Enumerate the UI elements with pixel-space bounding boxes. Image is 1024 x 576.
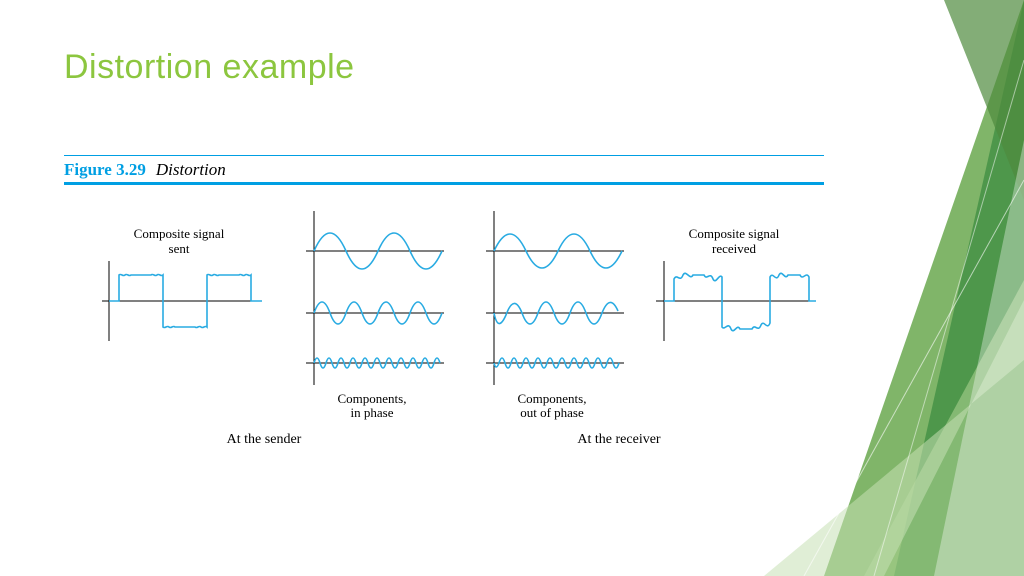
figure-rule-bottom [64, 182, 824, 185]
components-in-phase-group: Components, in phase [306, 211, 444, 420]
composite-received-wave [664, 273, 816, 330]
components-out-phase-label-1: Components, [518, 391, 587, 406]
composite-received-label-l2: received [712, 241, 757, 256]
composite-received-label-l1: Composite signal [689, 226, 780, 241]
composite-received-group: Composite signal received [656, 226, 816, 341]
figure-caption: Distortion [156, 160, 226, 180]
components-in-phase-label-1: Components, [338, 391, 407, 406]
components-out-phase-group: Components, out of phase [486, 211, 624, 420]
composite-sent-label-l1: Composite signal [134, 226, 225, 241]
distortion-diagram: Composite signal sent Components, in pha… [64, 203, 824, 463]
figure-header: Figure 3.29 Distortion [64, 156, 824, 182]
composite-sent-group: Composite signal sent [102, 226, 262, 341]
page-title: Distortion example [64, 48, 355, 87]
components-out-phase-label-2: out of phase [520, 405, 584, 420]
at-sender-label: At the sender [227, 432, 302, 447]
figure-number: Figure 3.29 [64, 160, 146, 180]
components-in-phase-label-2: in phase [351, 405, 394, 420]
figure-container: Figure 3.29 Distortion Composite signal … [64, 155, 824, 463]
composite-sent-label-l2: sent [169, 241, 190, 256]
at-receiver-label: At the receiver [577, 432, 661, 447]
